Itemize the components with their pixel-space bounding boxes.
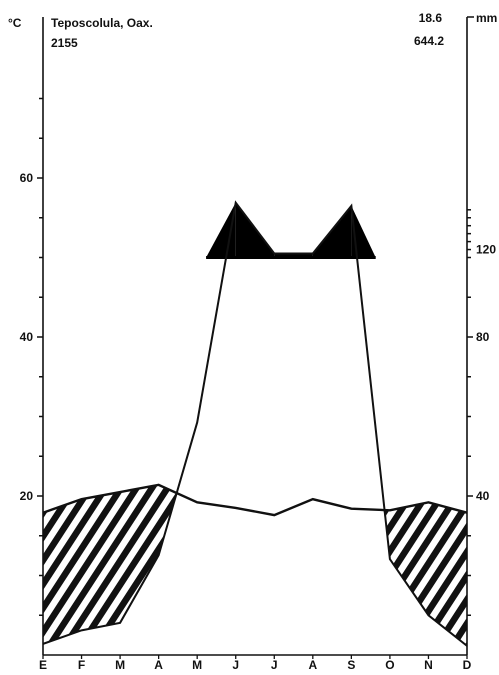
left-tick-label: 60 [20,171,34,185]
dry-season-area-2 [383,502,467,646]
mean-temperature: 18.6 [419,11,443,25]
month-label: E [39,658,47,672]
month-label: F [78,658,85,672]
month-label: A [154,658,163,672]
left-axis-unit: °C [8,16,22,30]
dry-season-area-1 [43,484,177,644]
temperature-line [42,483,468,517]
month-label: J [271,658,278,672]
right-tick-label: 80 [476,330,490,344]
station-altitude: 2155 [51,36,78,50]
month-label: O [385,658,394,672]
month-label: D [463,658,472,672]
month-label: S [347,658,355,672]
month-label: N [424,658,433,672]
right-tick-label: 40 [476,489,490,503]
area-layer [43,202,467,646]
left-tick-label: 40 [20,330,34,344]
month-label: M [192,658,202,672]
left-tick-label: 20 [20,489,34,503]
right-tick-label: 120 [476,243,496,257]
month-label: A [308,658,317,672]
right-axis-unit: mm [476,11,497,25]
precipitation-line [42,200,468,647]
label-layer: 20 40 60 40 80 120 E F M A M J J A S O N D [20,171,497,672]
axis-layer [37,16,474,659]
month-label: M [115,658,125,672]
annual-precipitation: 644.2 [414,34,444,48]
line-layer [42,200,468,647]
station-name: Teposcolula, Oax. [51,16,153,30]
month-label: J [232,658,239,672]
humid-area-segment [351,205,376,258]
